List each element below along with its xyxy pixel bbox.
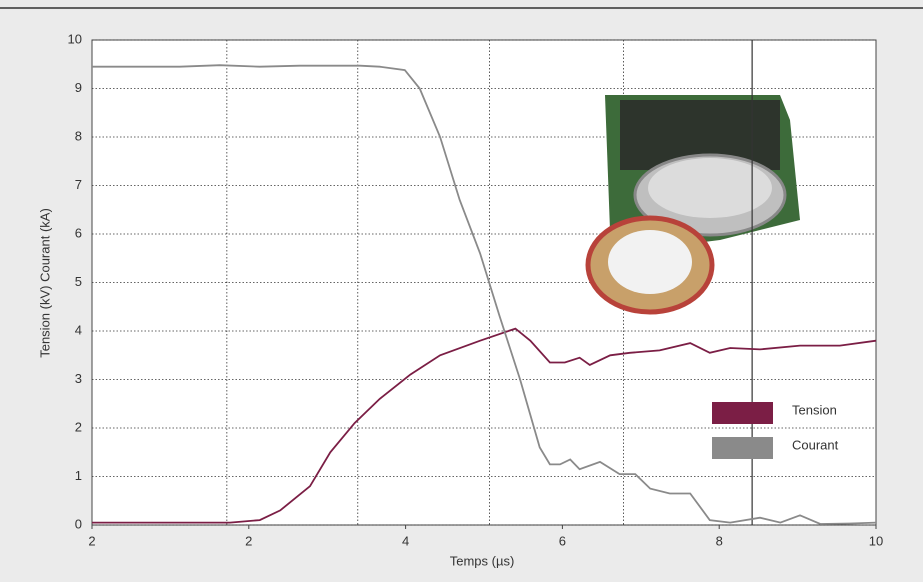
series-line (92, 327, 877, 524)
legend-label: Tension (792, 402, 837, 417)
x-axis-title: Temps (µs) (450, 553, 515, 568)
y-tick-label: 10 (68, 31, 82, 46)
y-tick-label: 0 (75, 516, 82, 531)
y-tick-label: 1 (75, 468, 82, 483)
y-tick-label: 4 (75, 322, 82, 337)
y-axis-title: Tension (kV) Courant (kA) (37, 208, 52, 358)
x-tick-label: 4 (402, 533, 409, 548)
x-tick-label: 2 (245, 533, 252, 548)
legend-swatch (712, 437, 773, 459)
y-tick-label: 6 (75, 225, 82, 240)
legend-label: Courant (792, 437, 839, 452)
y-tick-label: 2 (75, 419, 82, 434)
x-tick-label: 2 (88, 533, 95, 548)
y-tick-label: 5 (75, 274, 82, 289)
series-line (92, 64, 877, 525)
y-tick-label: 9 (75, 80, 82, 95)
y-tick-label: 7 (75, 177, 82, 192)
legend-swatch (712, 402, 773, 424)
y-tick-label: 3 (75, 371, 82, 386)
x-tick-label: 6 (559, 533, 566, 548)
x-tick-label: 10 (869, 533, 883, 548)
y-tick-label: 8 (75, 128, 82, 143)
device-photo (585, 95, 800, 315)
x-tick-label: 8 (716, 533, 723, 548)
